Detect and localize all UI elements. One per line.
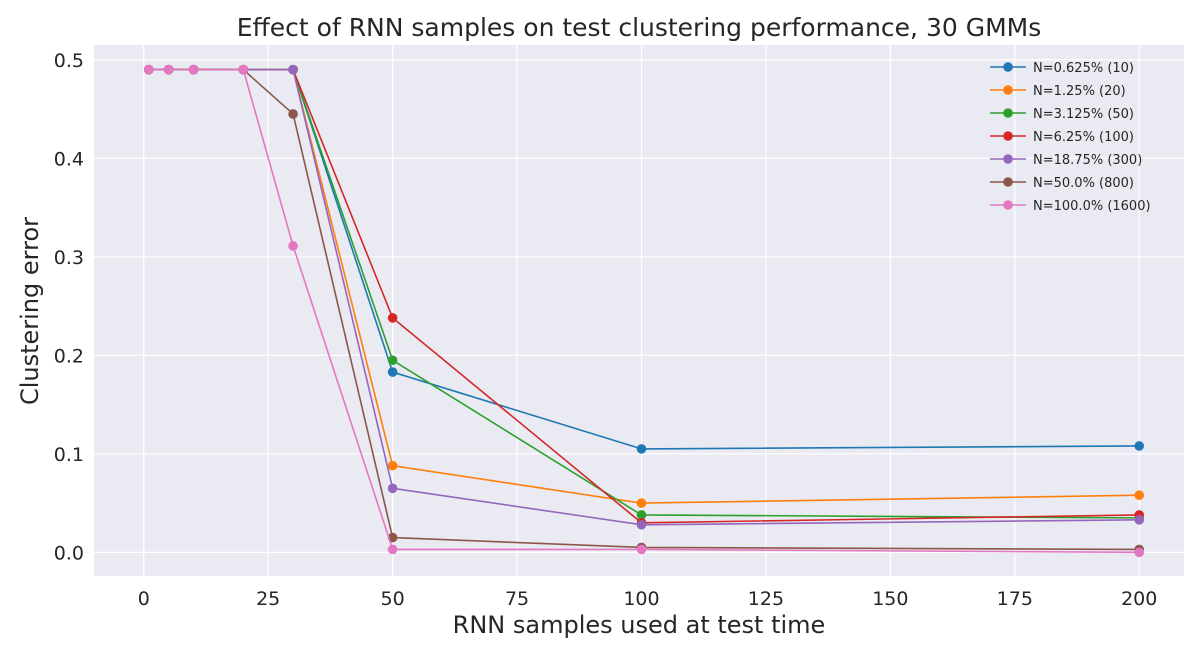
- data-point: [143, 64, 154, 75]
- data-point: [188, 64, 199, 75]
- legend-item: N=0.625% (10): [990, 61, 1134, 76]
- x-tick-label: 100: [623, 588, 659, 610]
- x-tick-label: 200: [1121, 588, 1157, 610]
- data-point: [387, 355, 398, 366]
- legend-item: N=3.125% (50): [990, 107, 1134, 122]
- x-axis-title: RNN samples used at test time: [453, 611, 826, 639]
- y-tick-label: 0.0: [54, 542, 84, 564]
- data-point: [636, 519, 647, 530]
- data-point: [1134, 547, 1145, 558]
- legend: N=0.625% (10) N=1.25% (20) N=3.125% (50) N=…: [990, 61, 1151, 214]
- y-tick-label: 0.5: [54, 50, 84, 72]
- legend-item: N=100.0% (1600): [990, 199, 1151, 214]
- chart-title: Effect of RNN samples on test clustering…: [237, 13, 1042, 42]
- data-point: [636, 510, 647, 520]
- x-axis-ticks: 0 25 50 75 100 125 150 175 200: [138, 588, 1158, 610]
- y-tick-label: 0.1: [54, 444, 84, 466]
- data-point: [238, 64, 249, 75]
- legend-marker: [1003, 108, 1013, 118]
- data-point: [387, 313, 398, 323]
- x-tick-label: 50: [381, 588, 405, 610]
- y-tick-label: 0.3: [54, 247, 84, 269]
- legend-label: N=1.25% (20): [1033, 84, 1126, 99]
- legend-label: N=6.25% (100): [1033, 130, 1134, 145]
- y-tick-label: 0.4: [54, 148, 84, 170]
- y-tick-label: 0.2: [54, 345, 84, 367]
- data-point: [636, 444, 647, 454]
- data-point: [288, 241, 298, 251]
- legend-item: N=1.25% (20): [990, 84, 1126, 99]
- data-point: [636, 544, 647, 555]
- y-axis-ticks: 0.0 0.1 0.2 0.3 0.4 0.5: [54, 50, 84, 565]
- data-point: [387, 367, 398, 377]
- series: [143, 64, 1145, 558]
- x-tick-label: 25: [256, 588, 280, 610]
- series-group: [143, 64, 1145, 558]
- x-tick-label: 125: [748, 588, 784, 610]
- plot-background: [94, 45, 1184, 576]
- legend-label: N=50.0% (800): [1033, 176, 1134, 191]
- legend-item: N=50.0% (800): [990, 176, 1134, 191]
- data-point: [636, 498, 647, 508]
- legend-marker: [1003, 85, 1013, 95]
- legend-label: N=100.0% (1600): [1033, 199, 1151, 214]
- data-point: [163, 64, 174, 75]
- data-point: [288, 109, 298, 119]
- legend-marker: [1003, 177, 1013, 187]
- data-point: [1134, 490, 1145, 501]
- data-point: [387, 483, 398, 494]
- data-point: [387, 460, 398, 471]
- x-tick-label: 0: [138, 588, 150, 610]
- legend-marker: [1003, 131, 1013, 141]
- x-tick-label: 175: [997, 588, 1033, 610]
- legend-marker: [1003, 62, 1013, 72]
- x-tick-label: 150: [872, 588, 908, 610]
- legend-marker: [1003, 200, 1013, 210]
- data-point: [288, 64, 298, 75]
- legend-marker: [1003, 154, 1013, 164]
- data-point: [1134, 441, 1145, 451]
- legend-item: N=18.75% (300): [990, 153, 1142, 168]
- legend-label: N=3.125% (50): [1033, 107, 1134, 122]
- legend-label: N=0.625% (10): [1033, 61, 1134, 76]
- data-point: [387, 544, 398, 555]
- x-tick-label: 75: [505, 588, 529, 610]
- data-point: [1134, 515, 1145, 525]
- legend-item: N=6.25% (100): [990, 130, 1134, 145]
- y-axis-title: Clustering error: [16, 217, 44, 405]
- legend-label: N=18.75% (300): [1033, 153, 1142, 168]
